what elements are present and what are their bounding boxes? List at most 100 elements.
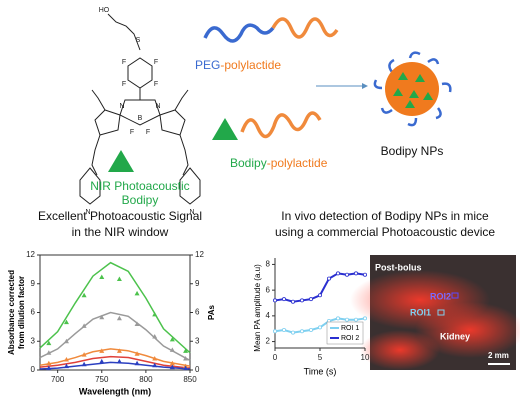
image-label: Post-bolus [375, 262, 422, 272]
roi-point [290, 330, 295, 335]
roi-point [299, 298, 304, 303]
y-tick-label: 6 [31, 308, 36, 317]
pla-chain [271, 17, 339, 39]
roi-point [272, 329, 277, 334]
atom-label: F [154, 81, 158, 88]
section-title: Excellent Photoacoustic Signal [38, 209, 202, 223]
y-tick-label: 2 [266, 337, 271, 346]
spectrum-line [39, 348, 191, 367]
pa-point [169, 347, 175, 352]
pa-point [99, 314, 105, 320]
spectrum-line [39, 355, 191, 369]
legend-label: ROI 1 [341, 325, 359, 332]
x-axis-label: Wavelength (nm) [79, 386, 151, 396]
pa-point [134, 360, 140, 366]
roi-point [353, 317, 358, 322]
atom-label: B [138, 115, 143, 122]
pa-point [46, 360, 52, 366]
pa-point [63, 356, 69, 362]
roi2-label: ROI2 [430, 291, 451, 301]
atom-label: HO [99, 7, 110, 14]
roi-point [344, 272, 349, 277]
roi-point [290, 299, 295, 304]
roi-point [353, 271, 358, 276]
pa-point [99, 348, 105, 353]
np-label: Bodipy NPs [381, 144, 444, 158]
pa-point [183, 356, 189, 361]
x-tick-label: 5 [318, 353, 323, 362]
pa-point [169, 364, 175, 370]
roi-point [362, 272, 367, 277]
y2-tick-label: 6 [195, 308, 200, 317]
pa-point [183, 365, 189, 371]
x-tick-label: 0 [273, 353, 278, 362]
pa-point [152, 356, 158, 361]
pa-point [152, 333, 158, 339]
y-axis-label: Mean PA amplitude (a.u) [253, 264, 262, 352]
roi-point [317, 293, 322, 298]
pa-point [169, 336, 175, 342]
y-tick-label: 0 [31, 365, 36, 374]
pa-point [81, 361, 87, 367]
peg: PEG [195, 58, 220, 72]
scale-label: 2 mm [488, 351, 509, 360]
pla: -polylactide [220, 58, 281, 72]
roi-point [308, 297, 313, 302]
atom-label: N [119, 103, 124, 110]
x-tick-label: 700 [51, 375, 65, 384]
bodipy-label: NIR Photoacoustic [90, 179, 189, 193]
y2-tick-label: 12 [195, 250, 204, 259]
roi-point [335, 316, 340, 321]
triangle-icon [108, 150, 134, 172]
pa-point [134, 290, 140, 296]
section-title: in the NIR window [72, 225, 169, 239]
section-title: using a commercial Photoacoustic device [275, 225, 495, 239]
x-tick-label: 10 [361, 353, 370, 362]
pla: -polylactide [267, 156, 328, 170]
roi-point [362, 316, 367, 321]
atom-label: F [122, 81, 126, 88]
spectrum-line [39, 261, 191, 354]
roi-point [281, 327, 286, 332]
bpl-label: Bodipy-polylactide [230, 156, 328, 170]
peg-chain [203, 23, 275, 43]
y2-tick-label: 9 [195, 279, 200, 288]
atom-label: F [154, 59, 158, 66]
y-axis-label: from dilution factor [17, 276, 26, 349]
x-axis-label: Time (s) [304, 366, 337, 376]
atom-label: N [155, 103, 160, 110]
roi-point [308, 327, 313, 332]
pa-point [99, 274, 105, 280]
y-tick-label: 4 [266, 311, 271, 320]
x-tick-label: 850 [183, 375, 197, 384]
pa-point [134, 321, 140, 326]
molecule [79, 13, 201, 205]
roi-point [272, 298, 277, 303]
pa-point [99, 358, 105, 364]
nanoparticle [373, 51, 452, 127]
x-tick-label: 800 [139, 375, 153, 384]
pa-point [183, 348, 189, 353]
atom-label: S [136, 37, 141, 44]
peg-label: PEG-polylactide [195, 58, 281, 72]
pa-point [63, 363, 69, 369]
y-tick-label: 12 [26, 250, 35, 259]
pa-point [152, 311, 158, 317]
section-title: In vivo detection of Bodipy NPs in mice [281, 209, 489, 223]
pa-point [134, 351, 140, 356]
y-tick-label: 3 [31, 336, 36, 345]
bodipy: Bodipy [230, 156, 267, 170]
atom-label: N [189, 209, 194, 216]
roi-point [326, 276, 331, 281]
pa-point [46, 365, 52, 371]
pa-point [63, 338, 69, 344]
pa-image [350, 255, 520, 370]
roi-point [281, 297, 286, 302]
roi-point [299, 329, 304, 334]
roi-point [335, 271, 340, 276]
legend-label: ROI 2 [341, 335, 359, 342]
bodipy-label: Bodipy [122, 193, 159, 207]
y-tick-label: 9 [31, 279, 36, 288]
bodipy-triangle [212, 118, 238, 140]
